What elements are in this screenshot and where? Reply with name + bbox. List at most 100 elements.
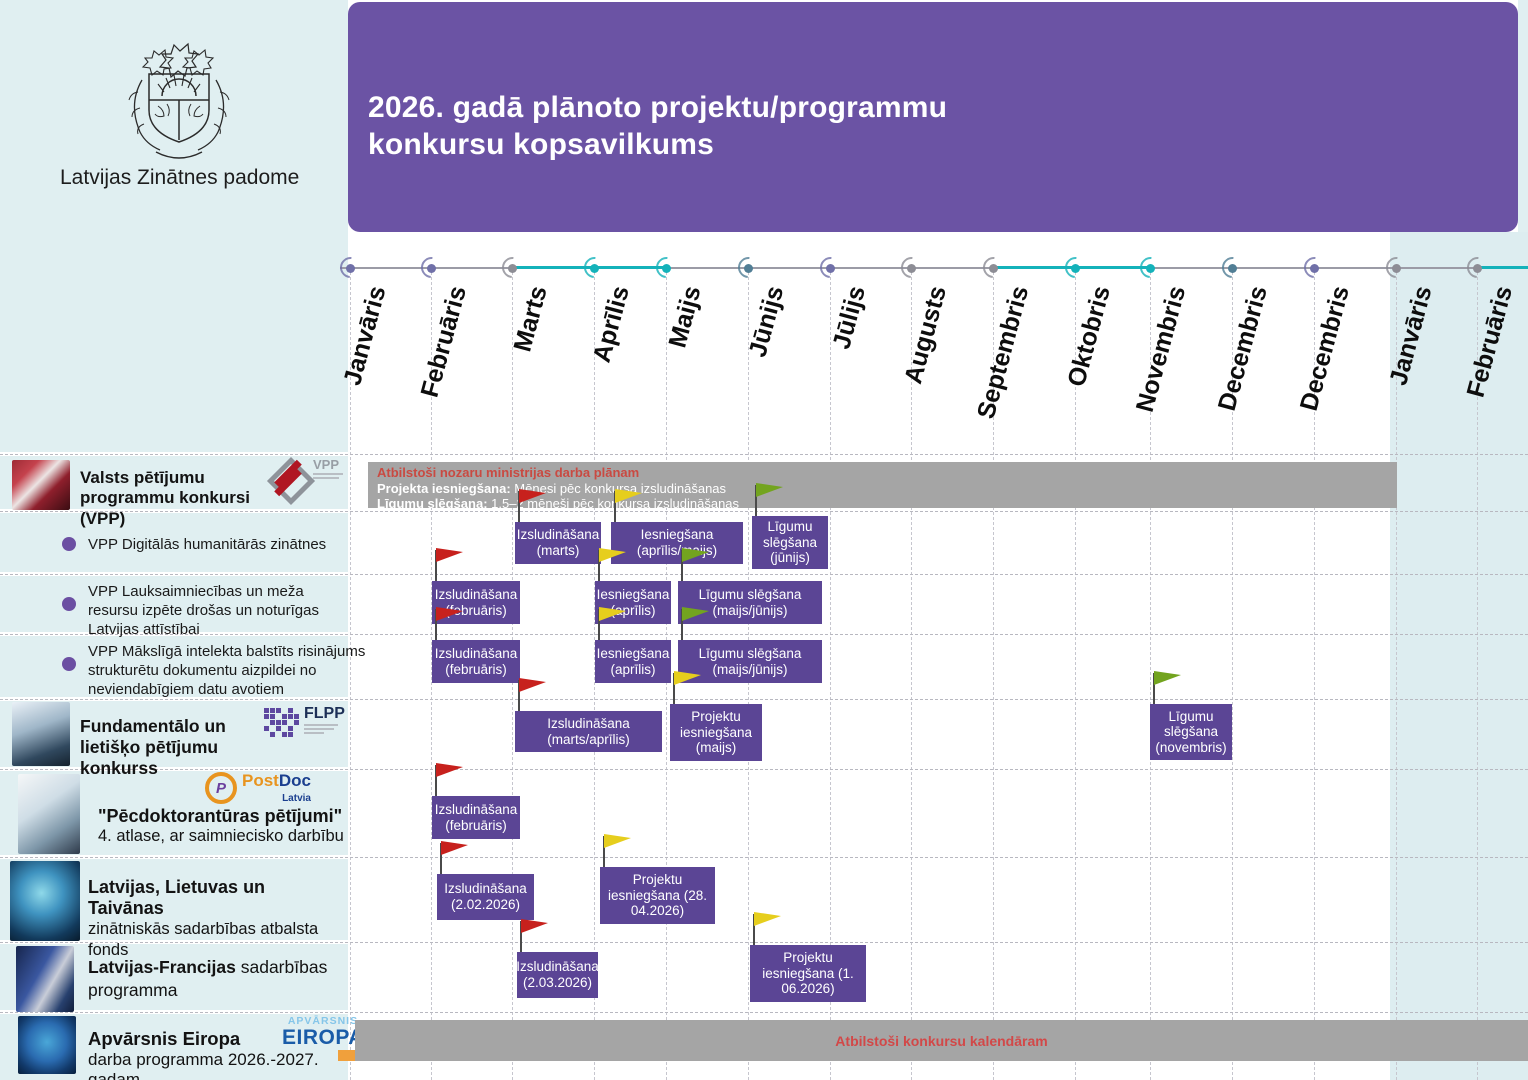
month-label: Februāris — [415, 283, 473, 401]
month-dot — [989, 264, 998, 273]
bullet-icon — [62, 597, 76, 611]
horizon-europe-logo: APVĀRSNIS EIROPA — [282, 1016, 364, 1061]
program-title-apvarsnis: Apvārsnis Eiropa darba programma 2026.-2… — [88, 1028, 319, 1080]
page-header: 2026. gadā plānoto projektu/programmu ko… — [348, 2, 1518, 232]
flag-icon-red — [518, 678, 546, 712]
flag-icon-red — [435, 548, 463, 582]
month-dot — [907, 264, 916, 273]
grid-line — [1396, 272, 1397, 1080]
month-dot — [1228, 264, 1237, 273]
gantt-bar: Izsludināšana (2.02.2026) — [437, 874, 534, 920]
gantt-bar: Līgumu slēgšana (maijs/jūnijs) — [678, 581, 822, 624]
flag-icon-yellow — [598, 548, 626, 582]
vpp-note-bar: Atbilstoši nozaru ministrijas darba plān… — [368, 462, 1397, 511]
grid-line — [1314, 272, 1315, 1080]
logo-caption-line — [304, 724, 338, 726]
logo-caption-line — [304, 728, 334, 730]
gantt-bar: Izsludināšana (marts/aprīlis) — [515, 711, 662, 752]
grid-line — [594, 272, 595, 1080]
vpp-logo-text: VPP — [313, 457, 340, 472]
bullet-icon — [62, 537, 76, 551]
flag-icon-yellow — [603, 834, 631, 868]
logo-caption-line — [313, 477, 339, 479]
grid-line — [830, 272, 831, 1080]
month-dot — [427, 264, 436, 273]
timeline-axis — [340, 267, 1528, 269]
horizon-note-bar: Atbilstoši konkursu kalendāram — [355, 1020, 1528, 1061]
row-separator — [0, 942, 1528, 943]
gantt-bar: Projektu iesniegšana (1. 06.2026) — [750, 945, 866, 1002]
month-dot — [590, 264, 599, 273]
grid-line — [1477, 272, 1478, 1080]
month-dot — [508, 264, 517, 273]
gantt-bar: Projektu iesniegšana (28. 04.2026) — [600, 867, 715, 924]
month-label: Maijs — [663, 283, 708, 351]
horizon-europe-thumbnail — [18, 1016, 76, 1074]
vpp-thumbnail — [12, 460, 70, 510]
row-separator — [0, 454, 1528, 455]
vpp-logo: VPP — [266, 456, 343, 506]
flag-icon-yellow — [673, 671, 701, 705]
grid-line — [431, 272, 432, 1080]
logo-caption-line — [313, 473, 343, 475]
horizon-europe-badge — [337, 1049, 364, 1061]
postdoc-logo-sub: Latvia — [282, 793, 311, 804]
gantt-bar: Izsludināšana (februāris) — [432, 640, 520, 683]
postdoc-thumbnail — [18, 774, 80, 854]
row-separator — [0, 574, 1528, 575]
flag-icon-red — [435, 607, 463, 641]
flpp-logo: FLPP — [262, 706, 345, 738]
program-title-taivana: Latvijas, Lietuvas un Taivānas zinātnisk… — [88, 877, 319, 959]
org-name: Latvijas Zinātnes padome — [60, 166, 300, 189]
program-title-vpp: Valsts pētījumu programmu konkursi (VPP) — [80, 468, 251, 528]
gantt-bar: Līgumu slēgšana (maijs/jūnijs) — [678, 640, 822, 683]
vpp-logo-icon — [266, 456, 316, 506]
month-label: Novembris — [1130, 283, 1192, 416]
month-label: Aprīlis — [587, 283, 636, 366]
taiwan-fund-thumbnail — [10, 861, 80, 941]
program-title-digitalas: VPP Digitālās humanitārās zinātnes — [88, 536, 327, 553]
flag-icon-yellow — [753, 912, 781, 946]
row-separator — [0, 1012, 1528, 1013]
flpp-logo-icon — [262, 706, 298, 738]
row-separator — [0, 769, 1528, 770]
row-separator — [0, 511, 1528, 512]
month-label: Augusts — [899, 283, 953, 387]
page-title: 2026. gadā plānoto projektu/programmu ko… — [368, 90, 948, 162]
gantt-bar: Iesniegšana (aprīlis/maijs) — [611, 522, 743, 564]
flag-icon-green — [1153, 671, 1181, 705]
postdoc-logo: P PostDoc Latvia — [205, 772, 311, 804]
row-separator — [0, 699, 1528, 700]
flag-icon-yellow — [614, 489, 642, 523]
program-title-francija: Latvijas-Francijas sadarbības programma — [88, 957, 328, 1000]
month-label: Jūlijs — [827, 283, 872, 352]
gantt-bar: Izsludināšana (februāris) — [432, 796, 520, 839]
gantt-bar: Iesniegšana (aprīlis) — [595, 640, 671, 683]
flag-icon-red — [435, 763, 463, 797]
logo-caption-line — [304, 732, 324, 734]
program-title-flpp: Fundamentālo un lietišķo pētījumu konkur… — [80, 716, 226, 778]
month-dot — [1392, 264, 1401, 273]
flpp-thumbnail — [12, 702, 70, 766]
timeline-axis-highlight — [1477, 266, 1528, 269]
program-title-lauksaimniecibas: VPP Lauksaimniecības un meža resursu izp… — [88, 583, 319, 639]
flag-icon-green — [755, 483, 783, 517]
next-year-background — [1390, 232, 1528, 1080]
flag-icon-red — [518, 489, 546, 523]
grid-line — [1150, 272, 1151, 1080]
row-separator — [0, 857, 1528, 858]
gantt-bar: Līgumu slēgšana (novembris) — [1150, 704, 1232, 760]
flag-icon-red — [520, 919, 548, 953]
month-dot — [1310, 264, 1319, 273]
grid-line — [350, 272, 351, 1080]
month-label: Decembris — [1212, 283, 1274, 414]
month-dot — [826, 264, 835, 273]
flag-icon-red — [440, 841, 468, 875]
flag-icon-green — [681, 548, 709, 582]
france-programme-thumbnail — [16, 946, 74, 1012]
coat-of-arms-logo — [118, 38, 240, 169]
month-label: Decembris — [1294, 283, 1356, 414]
flag-icon-yellow — [598, 607, 626, 641]
month-label: Marts — [508, 283, 554, 355]
